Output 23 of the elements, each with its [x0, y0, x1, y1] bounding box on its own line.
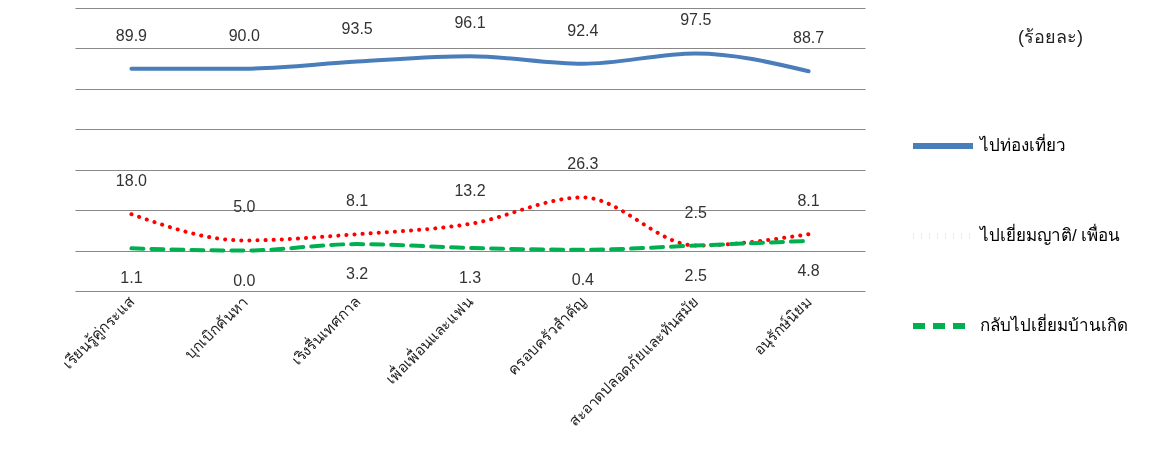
data-label: 3.2	[346, 265, 369, 283]
data-label: 88.7	[793, 29, 825, 47]
text: (ร้อยละ)	[1018, 26, 1083, 49]
data-label: 4.8	[797, 261, 820, 279]
data-label: 2.5	[684, 266, 707, 284]
legend-label: ไปเยี่ยมญาติ/ เพื่อน	[978, 223, 1121, 245]
data-label: 97.5	[680, 11, 712, 29]
data-label: 8.1	[346, 192, 369, 210]
data-label: 0.4	[571, 270, 595, 288]
data-label: 0.0	[233, 271, 256, 289]
data-label: 92.4	[567, 21, 599, 39]
data-label: 1.1	[120, 269, 143, 287]
data-label: 18.0	[115, 172, 148, 190]
data-label: 13.2	[454, 181, 486, 199]
legend-label: กลับไปเยี่ยมบ้านเกิด	[980, 313, 1128, 335]
data-label: 96.1	[454, 14, 486, 32]
data-label: 90.0	[228, 26, 260, 44]
data-label: 26.3	[567, 155, 599, 173]
data-label: 8.1	[797, 192, 820, 210]
data-label: 93.5	[341, 19, 373, 37]
legend-label: ไปท่องเที่ยว	[978, 133, 1066, 155]
data-label: 1.3	[458, 268, 482, 286]
data-label: 89.9	[115, 26, 148, 44]
